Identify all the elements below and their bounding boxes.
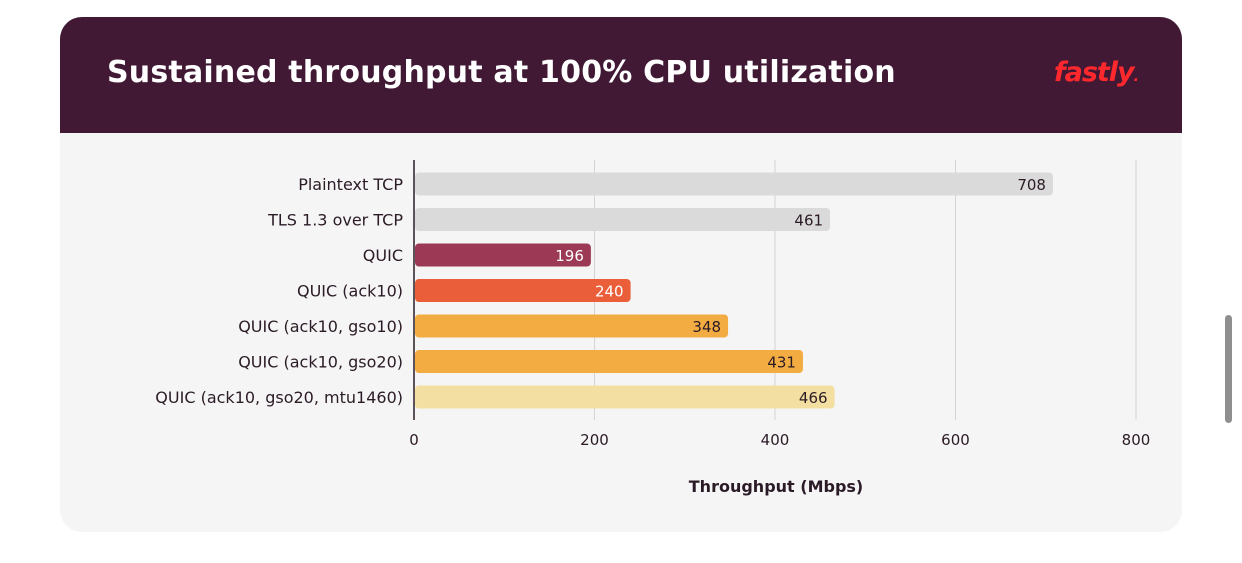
logo-text: fastly (1053, 57, 1135, 88)
category-label: QUIC (ack10, gso20, mtu1460) (155, 388, 403, 407)
bar (415, 279, 631, 302)
value-label: 348 (692, 318, 721, 336)
chart-title: Sustained throughput at 100% CPU utiliza… (107, 55, 896, 90)
bars (415, 172, 1053, 409)
fastly-logo: fastly. (1053, 57, 1139, 88)
category-label: TLS 1.3 over TCP (267, 211, 403, 230)
x-axis-label: Throughput (Mbps) (689, 477, 863, 496)
category-labels: Plaintext TCP TLS 1.3 over TCP QUIC QUIC (a… (155, 175, 403, 407)
x-tick-labels: 0 200 400 600 800 (409, 431, 1150, 449)
x-tick-label: 800 (1122, 431, 1151, 449)
value-label: 196 (555, 247, 584, 265)
x-tick-label: 600 (941, 431, 970, 449)
bar (415, 350, 803, 373)
bar (415, 208, 831, 231)
category-label: Plaintext TCP (298, 175, 403, 194)
chart-card: Sustained throughput at 100% CPU utiliza… (60, 17, 1182, 532)
value-label: 461 (794, 212, 823, 230)
x-tick-label: 400 (761, 431, 790, 449)
bar (415, 385, 835, 409)
value-label: 708 (1017, 176, 1046, 194)
chart-header: Sustained throughput at 100% CPU utiliza… (60, 17, 1182, 133)
bar (415, 172, 1053, 196)
category-label: QUIC (363, 246, 403, 265)
page-scrollbar[interactable] (1225, 315, 1232, 423)
category-label: QUIC (ack10) (297, 282, 403, 301)
x-tick-label: 0 (409, 431, 419, 449)
grid-lines (594, 160, 1137, 420)
category-label: QUIC (ack10, gso20) (238, 353, 403, 372)
bar (415, 314, 729, 338)
bar (415, 243, 591, 267)
category-label: QUIC (ack10, gso10) (238, 317, 403, 336)
value-label: 431 (767, 354, 796, 372)
value-label: 240 (595, 283, 624, 301)
x-tick-label: 200 (580, 431, 609, 449)
value-label: 466 (799, 389, 828, 407)
